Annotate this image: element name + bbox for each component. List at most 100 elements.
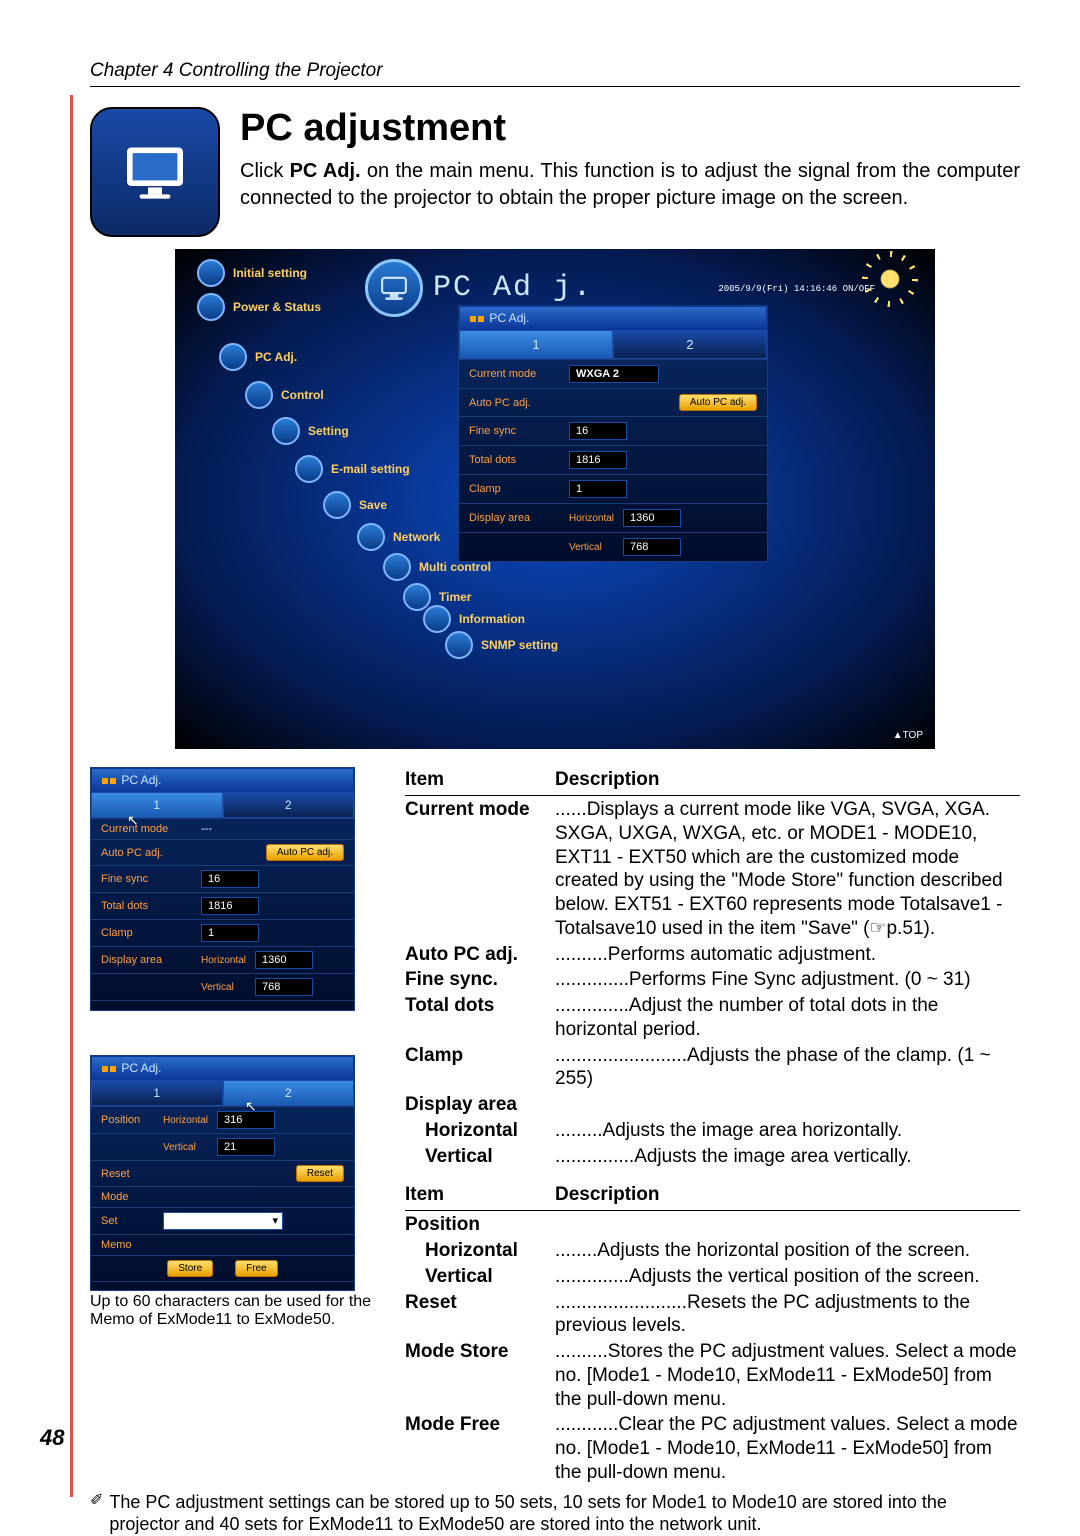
side-menu-item[interactable]: SNMP setting — [445, 631, 558, 659]
fine-sync-value[interactable]: 16 — [201, 870, 259, 888]
t-clamp: Clamp — [405, 1044, 555, 1092]
position-v-value[interactable]: 21 — [217, 1138, 275, 1156]
panel-title: PC Adj. — [91, 1056, 354, 1080]
t-mode-free: Mode Free — [405, 1413, 555, 1484]
reset-button[interactable]: Reset — [296, 1165, 344, 1182]
d2-horizontal: ........Adjusts the horizontal position … — [555, 1239, 1020, 1263]
horizontal-label: Horizontal — [163, 1115, 217, 1126]
tab-1[interactable]: 1 — [91, 792, 223, 818]
t-display-area: Display area — [405, 1093, 517, 1117]
current-mode-label: Current mode — [101, 823, 201, 835]
menu-icon — [245, 381, 273, 409]
horizontal-label: Horizontal — [201, 955, 255, 966]
side-menu-item[interactable]: Network — [357, 523, 440, 551]
menu-icon — [295, 455, 323, 483]
side-menu-item[interactable]: Save — [323, 491, 387, 519]
tab-2[interactable]: 2 — [223, 792, 355, 818]
side-menu-item[interactable]: Power & Status — [197, 293, 321, 321]
th-desc: Description — [555, 769, 660, 791]
menu-item-label: Initial setting — [233, 266, 307, 280]
current-mode-label: Current mode — [469, 368, 569, 380]
pc-adj-panel-1: PC Adj. 1 2 ↖ Current mode--- Auto PC ad… — [90, 767, 355, 1011]
display-area-label: Display area — [469, 512, 569, 524]
tab-1[interactable]: 1 — [459, 330, 613, 359]
tab-2[interactable]: 2 — [613, 330, 767, 359]
top-link[interactable]: ▲TOP — [893, 730, 923, 741]
vertical-label: Vertical — [569, 542, 623, 553]
auto-pc-label: Auto PC adj. — [469, 397, 569, 409]
side-menu-item[interactable]: PC Adj. — [219, 343, 297, 371]
menu-icon — [197, 259, 225, 287]
vertical-value[interactable]: 768 — [623, 538, 681, 556]
sun-icon — [870, 259, 910, 299]
clamp-value[interactable]: 1 — [569, 480, 627, 498]
set-select[interactable] — [163, 1212, 283, 1230]
total-dots-value[interactable]: 1816 — [201, 897, 259, 915]
total-dots-value[interactable]: 1816 — [569, 451, 627, 469]
cursor-icon: ↖ — [245, 1098, 257, 1115]
side-menu-item[interactable]: Setting — [272, 417, 349, 445]
title-row: PC adjustment Click PC Adj. on the main … — [90, 107, 1020, 237]
free-button[interactable]: Free — [235, 1260, 278, 1277]
current-mode-value: --- — [201, 823, 212, 835]
chapter-header: Chapter 4 Controlling the Projector — [90, 60, 1020, 87]
th-desc: Description — [555, 1184, 660, 1206]
side-menu-item[interactable]: Information — [423, 605, 525, 633]
tab-2[interactable]: 2 — [223, 1080, 355, 1106]
d-total-dots: ..............Adjust the number of total… — [555, 994, 1020, 1042]
page-number: 48 — [40, 1425, 64, 1451]
horizontal-label: Horizontal — [569, 513, 623, 524]
t-horizontal: Horizontal — [425, 1119, 555, 1143]
menu-item-label: SNMP setting — [481, 638, 558, 652]
menu-item-label: Control — [281, 388, 324, 402]
t-mode-store: Mode Store — [405, 1340, 555, 1411]
page-title: PC adjustment — [240, 107, 1020, 150]
description-column: Item Description Current mode......Displ… — [405, 767, 1020, 1485]
clamp-value[interactable]: 1 — [201, 924, 259, 942]
menu-item-label: E-mail setting — [331, 462, 410, 476]
auto-pc-adj-button[interactable]: Auto PC adj. — [266, 844, 344, 861]
memo-label: Memo — [101, 1239, 163, 1251]
menu-item-label: Power & Status — [233, 300, 321, 314]
menu-item-label: PC Adj. — [255, 350, 297, 364]
horizontal-value[interactable]: 1360 — [255, 951, 313, 969]
d-horizontal: .........Adjusts the image area horizont… — [555, 1119, 1020, 1143]
current-mode-value: WXGA 2 — [569, 365, 659, 383]
store-button[interactable]: Store — [167, 1260, 213, 1277]
fine-sync-label: Fine sync — [469, 425, 569, 437]
reset-label: Reset — [101, 1168, 163, 1180]
vertical-label: Vertical — [163, 1142, 217, 1153]
tab-1[interactable]: 1 — [91, 1080, 223, 1106]
t-total-dots: Total dots — [405, 994, 555, 1042]
datetime-label: 2005/9/9(Fri) 14:16:46 ON/OFF — [718, 284, 875, 294]
memo-note: Up to 60 characters can be used for the … — [90, 1293, 375, 1330]
side-menu-item[interactable]: Control — [245, 381, 324, 409]
d-fine-sync: ..............Performs Fine Sync adjustm… — [555, 968, 1020, 992]
menu-icon — [197, 293, 225, 321]
menu-icon — [323, 491, 351, 519]
d-vertical: ...............Adjusts the image area ve… — [555, 1145, 1020, 1169]
th-item: Item — [405, 1184, 555, 1206]
pc-adj-panel-main: PC Adj. 1 2 Current modeWXGA 2 Auto PC a… — [458, 305, 768, 562]
auto-pc-adj-button[interactable]: Auto PC adj. — [679, 394, 757, 411]
fine-sync-label: Fine sync — [101, 873, 201, 885]
menu-icon — [357, 523, 385, 551]
t-auto-pc: Auto PC adj. — [405, 943, 555, 967]
fine-sync-value[interactable]: 16 — [569, 422, 627, 440]
monitor-icon — [90, 107, 220, 237]
horizontal-value[interactable]: 1360 — [623, 509, 681, 527]
t-current-mode: Current mode — [405, 798, 555, 941]
d-mode-store: ..........Stores the PC adjustment value… — [555, 1340, 1020, 1411]
ui-screenshot-main: PC Ad j. 2005/9/9(Fri) 14:16:46 ON/OFF I… — [175, 249, 935, 749]
t-vertical: Vertical — [425, 1145, 555, 1169]
total-dots-label: Total dots — [469, 454, 569, 466]
set-label: Set — [101, 1215, 163, 1227]
menu-icon — [272, 417, 300, 445]
side-menu-item[interactable]: Initial setting — [197, 259, 307, 287]
menu-item-label: Save — [359, 498, 387, 512]
cursor-icon: ↖ — [127, 812, 139, 829]
vertical-label: Vertical — [201, 982, 255, 993]
side-menu-item[interactable]: E-mail setting — [295, 455, 410, 483]
clamp-label: Clamp — [469, 483, 569, 495]
vertical-value[interactable]: 768 — [255, 978, 313, 996]
